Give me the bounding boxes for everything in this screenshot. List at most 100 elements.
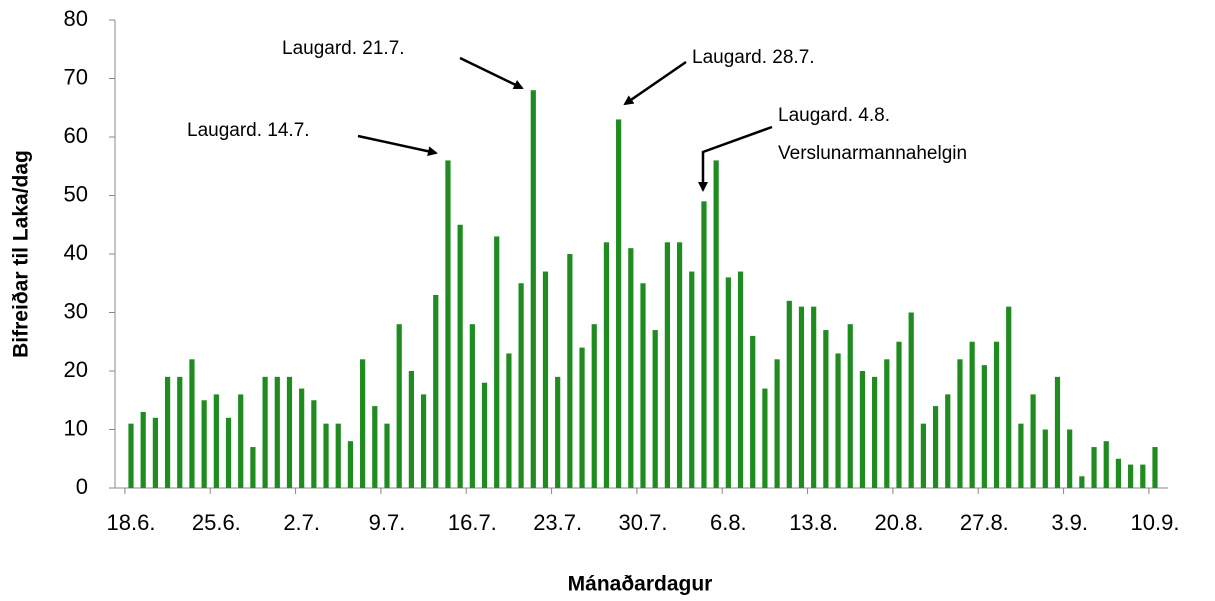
bar [347,441,354,488]
bar [542,271,549,488]
bar [786,300,792,488]
bar [225,417,232,488]
bar [213,394,219,488]
y-tick-label: 0 [76,474,88,499]
bar [286,376,293,488]
annotation-text: Laugard. 4.8. [778,105,890,126]
bar [128,423,134,488]
bar [408,371,414,488]
bar [1128,464,1134,488]
bar [835,353,841,488]
bar [725,277,731,488]
bar [445,160,451,488]
bar [1006,306,1012,488]
bar [152,417,158,488]
bar [847,324,853,488]
bar [250,447,256,488]
y-tick-label: 60 [64,123,88,148]
y-tick-label: 10 [64,415,88,440]
bar [481,382,488,488]
bar [1042,429,1048,488]
x-tick-label: 16.7. [448,510,497,535]
bar [603,242,610,488]
bar [201,400,207,488]
bar [579,347,585,488]
bar [640,283,646,488]
bar [981,365,987,488]
bar [360,359,366,488]
bar [920,423,926,488]
bar [567,254,573,488]
bar [774,359,780,488]
annotation-arrow [459,56,524,90]
x-tick-label: 23.7. [533,510,582,535]
bar [737,271,744,488]
bar [945,394,951,488]
x-tick-label: 9.7. [369,510,406,535]
bar [798,306,805,488]
bar [274,376,280,488]
bar [335,423,341,488]
bar [420,394,427,488]
bar [262,376,268,488]
bar [664,242,670,488]
bar [591,324,597,488]
x-tick-label: 6.8. [710,510,747,535]
bar [1030,394,1036,488]
bar [993,341,1000,488]
bar [1018,423,1024,488]
bar [189,359,195,488]
bar [384,423,390,488]
bar [750,335,756,488]
bar [457,224,463,488]
bar [238,394,244,488]
x-tick-label: 10.9. [1131,510,1180,535]
annotation-arrow [357,134,438,157]
annotation-arrow [698,125,773,192]
bar [823,330,829,488]
bar [1067,429,1073,488]
y-tick-label: 50 [64,181,88,206]
bar [652,330,658,488]
bar [323,423,329,488]
y-tick-label: 40 [64,240,88,265]
annotation-text: Laugard. 21.7. [282,38,405,59]
bar [518,283,524,488]
y-tick-label: 80 [64,6,88,31]
bar [1054,376,1061,488]
bar [1091,447,1097,488]
bar [177,376,183,488]
bar [433,294,439,488]
bar [932,406,939,488]
bar [555,376,561,488]
bar [506,353,512,488]
y-tick-label: 70 [64,64,88,89]
annotation-text: Laugard. 28.7. [692,47,815,68]
bar [164,376,171,488]
bar [908,312,914,488]
bar [628,248,634,488]
x-axis-title: Mánaðardagur [568,573,713,596]
bar [811,306,817,488]
x-tick-label: 27.8. [960,510,1009,535]
bar [872,376,878,488]
annotation-text: Laugard. 14.7. [187,120,310,141]
bar [311,400,317,488]
bar [689,271,695,488]
y-tick-label: 30 [64,298,88,323]
bar [1115,458,1122,488]
bar [1079,476,1085,488]
bar [701,201,707,488]
bar [957,359,963,488]
bar [616,119,622,488]
bar [494,236,500,488]
bar [396,324,402,488]
bar [372,406,378,488]
annotation-arrow [623,60,687,106]
bar [1103,441,1109,488]
bar [969,341,975,488]
x-tick-label: 18.6. [107,510,156,535]
x-tick-label: 2.7. [283,510,320,535]
